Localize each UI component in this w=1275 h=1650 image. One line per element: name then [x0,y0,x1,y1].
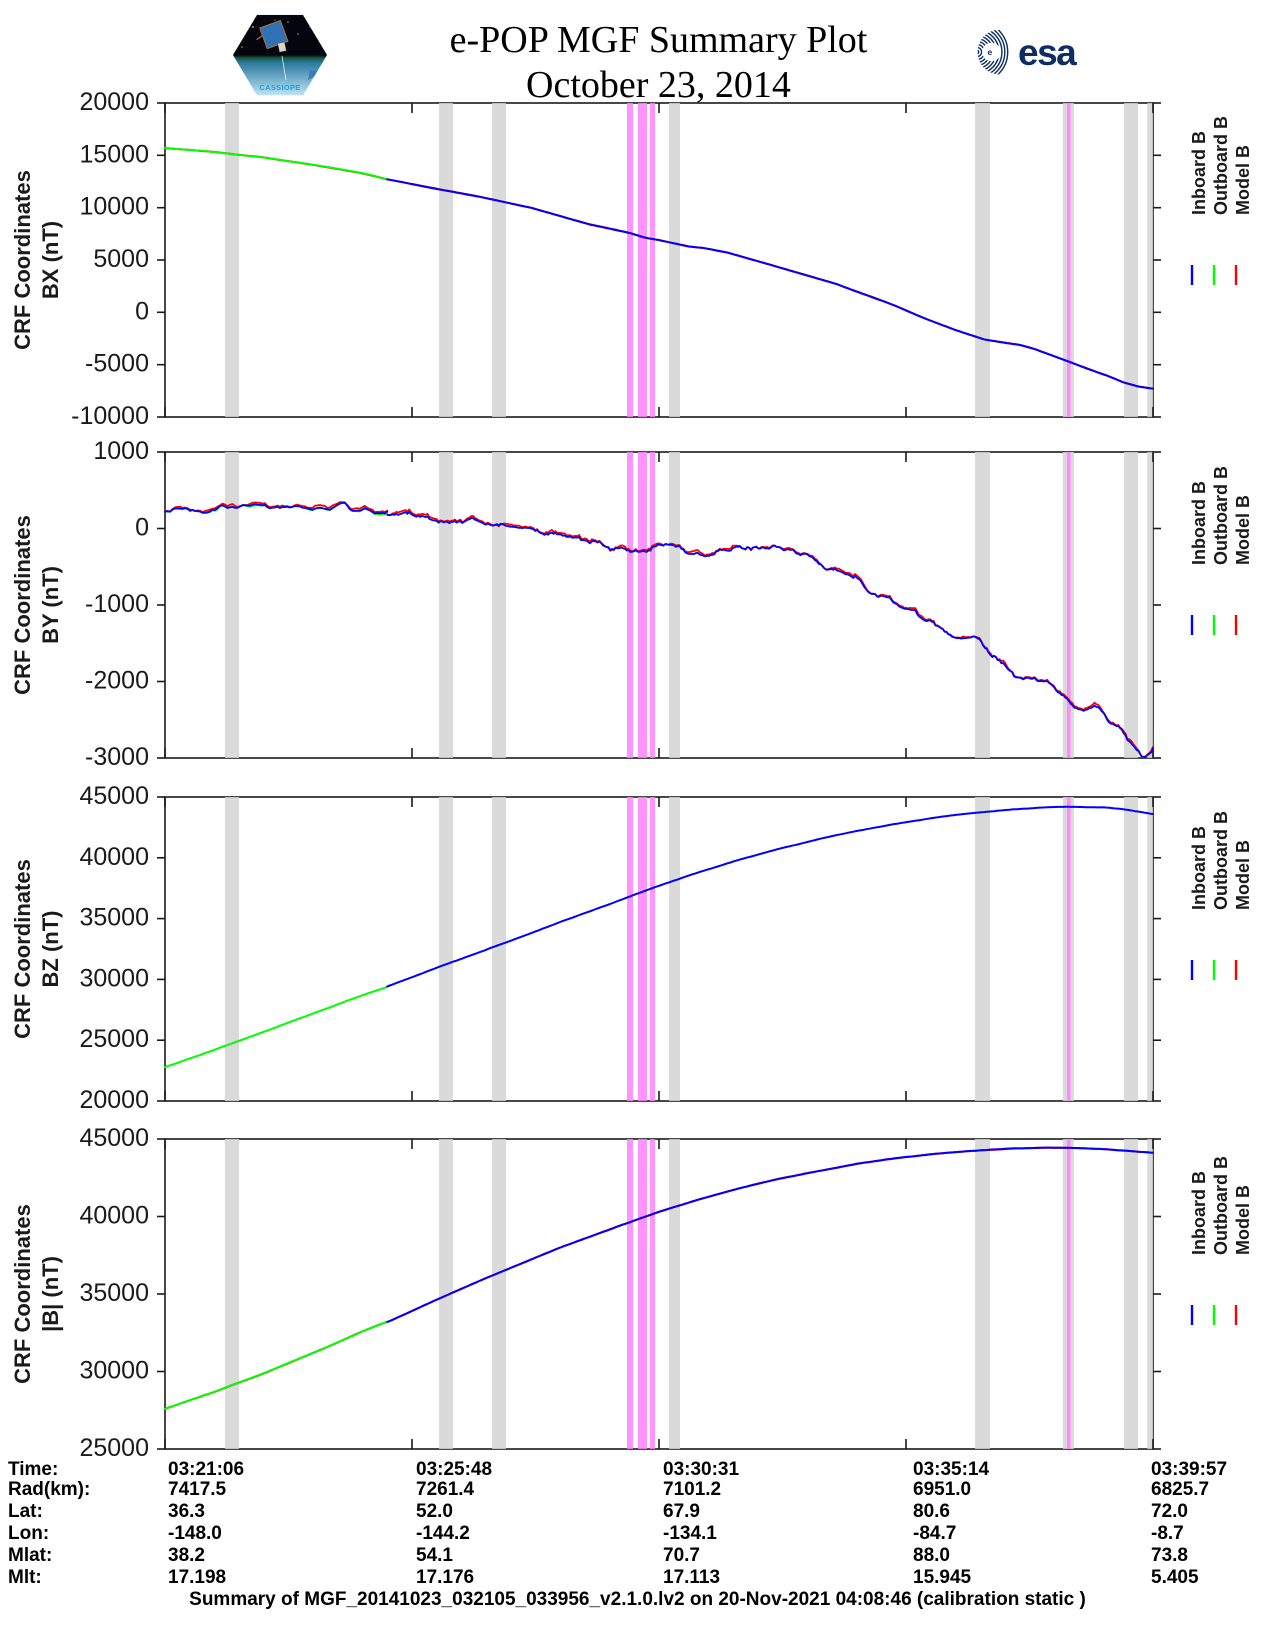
svg-text:25000: 25000 [79,1434,149,1462]
svg-text:1000: 1000 [93,437,149,465]
svg-text:-5000: -5000 [85,350,149,378]
svg-text:30000: 30000 [79,1357,149,1385]
svg-text:20000: 20000 [79,88,149,116]
svg-text:Outboard B: Outboard B [1211,811,1231,910]
svg-text:Model B: Model B [1233,840,1253,910]
svg-text:30000: 30000 [79,964,149,992]
svg-text:Inboard B: Inboard B [1189,131,1209,215]
svg-text:Model B: Model B [1233,1185,1253,1255]
svg-text:Outboard B: Outboard B [1211,1156,1231,1255]
svg-text:40000: 40000 [79,843,149,871]
svg-text:Inboard B: Inboard B [1189,481,1209,565]
svg-text:10000: 10000 [79,193,149,221]
svg-text:35000: 35000 [79,1279,149,1307]
svg-text:Inboard B: Inboard B [1189,1171,1209,1255]
svg-text:-10000: -10000 [71,402,149,430]
svg-text:-3000: -3000 [85,743,149,771]
svg-text:Inboard B: Inboard B [1189,826,1209,910]
svg-text:CRF Coordinates: CRF Coordinates [10,515,35,695]
svg-text:45000: 45000 [79,782,149,810]
svg-text:40000: 40000 [79,1202,149,1230]
svg-text:15000: 15000 [79,140,149,168]
svg-text:CRF Coordinates: CRF Coordinates [10,170,35,350]
svg-text:CRF Coordinates: CRF Coordinates [10,859,35,1039]
svg-text:Outboard B: Outboard B [1211,466,1231,565]
svg-text:BY (nT): BY (nT) [38,566,63,644]
svg-text:BZ (nT): BZ (nT) [38,911,63,988]
svg-text:-1000: -1000 [85,590,149,618]
svg-text:|B| (nT): |B| (nT) [38,1256,63,1332]
svg-text:Model B: Model B [1233,145,1253,215]
svg-text:20000: 20000 [79,1086,149,1114]
svg-text:-2000: -2000 [85,667,149,695]
svg-text:25000: 25000 [79,1025,149,1053]
svg-text:45000: 45000 [79,1124,149,1152]
svg-text:35000: 35000 [79,904,149,932]
svg-text:0: 0 [135,297,149,325]
svg-text:Outboard B: Outboard B [1211,116,1231,215]
svg-text:Model B: Model B [1233,495,1253,565]
svg-text:CRF Coordinates: CRF Coordinates [10,1204,35,1384]
svg-text:BX (nT): BX (nT) [38,221,63,299]
svg-text:5000: 5000 [93,245,149,273]
svg-text:0: 0 [135,514,149,542]
